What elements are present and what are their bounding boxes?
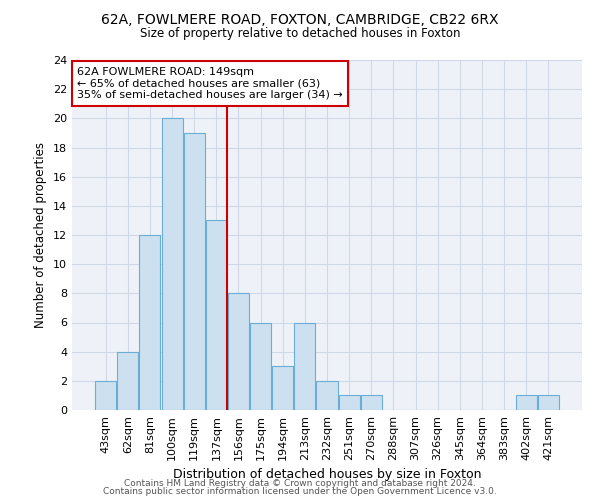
Bar <box>206 220 227 410</box>
Text: Contains HM Land Registry data © Crown copyright and database right 2024.: Contains HM Land Registry data © Crown c… <box>124 478 476 488</box>
Bar <box>184 133 205 410</box>
Y-axis label: Number of detached properties: Number of detached properties <box>34 142 47 328</box>
Text: Contains public sector information licensed under the Open Government Licence v3: Contains public sector information licen… <box>103 487 497 496</box>
Bar <box>139 235 160 410</box>
X-axis label: Distribution of detached houses by size in Foxton: Distribution of detached houses by size … <box>173 468 481 481</box>
Text: 62A, FOWLMERE ROAD, FOXTON, CAMBRIDGE, CB22 6RX: 62A, FOWLMERE ROAD, FOXTON, CAMBRIDGE, C… <box>101 12 499 26</box>
Bar <box>161 118 182 410</box>
Bar <box>118 352 139 410</box>
Bar <box>338 396 359 410</box>
Text: Size of property relative to detached houses in Foxton: Size of property relative to detached ho… <box>140 28 460 40</box>
Bar <box>228 294 249 410</box>
Bar <box>316 381 338 410</box>
Bar <box>361 396 382 410</box>
Text: 62A FOWLMERE ROAD: 149sqm
← 65% of detached houses are smaller (63)
35% of semi-: 62A FOWLMERE ROAD: 149sqm ← 65% of detac… <box>77 67 343 100</box>
Bar <box>515 396 536 410</box>
Bar <box>272 366 293 410</box>
Bar <box>250 322 271 410</box>
Bar <box>295 322 316 410</box>
Bar <box>538 396 559 410</box>
Bar <box>95 381 116 410</box>
